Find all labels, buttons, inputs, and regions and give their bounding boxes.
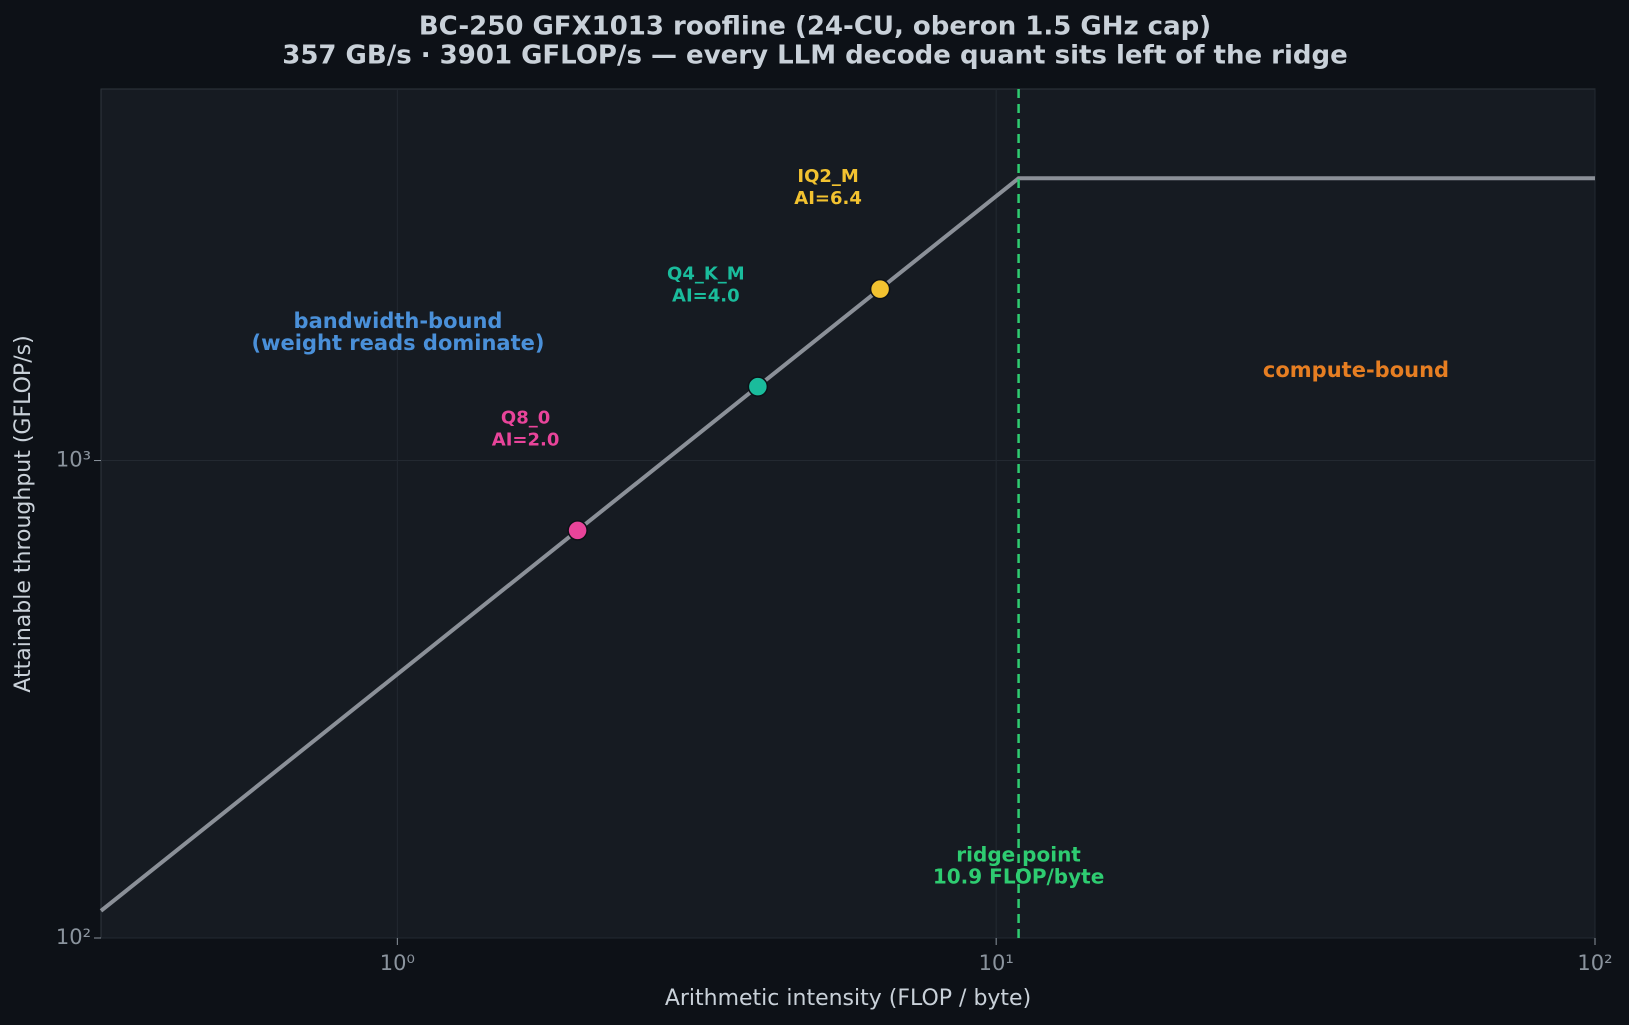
y-axis-label: Attainable throughput (GFLOP/s) (11, 335, 36, 692)
region-sublabel: (weight reads dominate) (252, 331, 545, 355)
quant-point (869, 278, 891, 300)
quant-label: IQ2_M (797, 166, 858, 187)
x-tick-label: 10² (1577, 951, 1612, 975)
y-tick-label: 10² (56, 925, 91, 949)
chart-title: BC-250 GFX1013 roofline (24-CU, oberon 1… (419, 12, 1211, 42)
plot-area (100, 88, 1596, 939)
x-tick-label: 10⁰ (380, 951, 415, 975)
roof-line (99, 176, 1595, 913)
quant-annotation: AI=4.0 (672, 286, 740, 307)
quant-label: Q4_K_M (667, 264, 745, 285)
quant-point (747, 376, 769, 397)
ridge-label: ridge point (956, 843, 1081, 867)
quant-annotation: AI=2.0 (492, 429, 560, 450)
chart-subtitle: 357 GB/s · 3901 GFLOP/s — every LLM deco… (282, 41, 1348, 71)
y-tick-label: 10³ (56, 448, 91, 472)
quant-label: Q8_0 (501, 407, 550, 428)
ridge-sublabel: 10.9 FLOP/byte (933, 865, 1104, 889)
quant-annotation: AI=6.4 (794, 188, 862, 209)
region-label: compute-bound (1263, 358, 1449, 382)
region-label: bandwidth-bound (294, 309, 503, 333)
quant-point (567, 520, 588, 541)
x-axis-label: Arithmetic intensity (FLOP / byte) (665, 986, 1031, 1011)
x-tick-label: 10¹ (979, 951, 1014, 975)
